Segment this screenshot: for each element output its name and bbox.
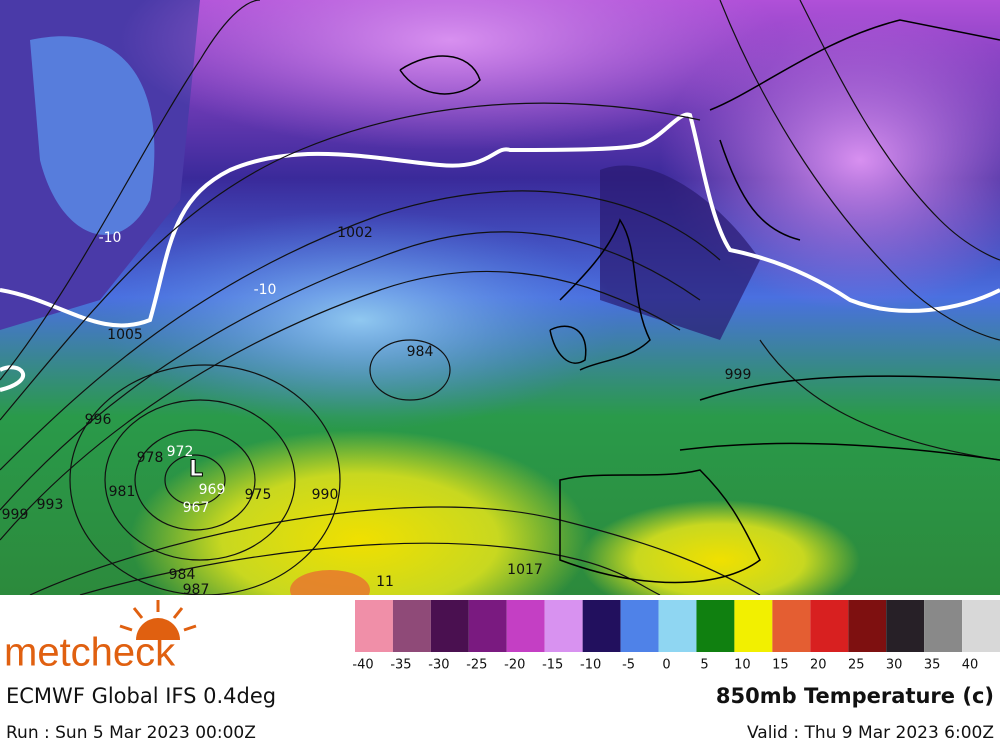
- colorbar-swatch: [886, 600, 925, 652]
- valid-time: Valid : Thu 9 Mar 2023 6:00Z: [747, 723, 994, 743]
- field-name: 850mb Temperature (c): [716, 684, 994, 708]
- contour-label: 975: [245, 487, 272, 503]
- contour-label: -10: [99, 230, 122, 246]
- contour-label: 996: [85, 412, 112, 428]
- colorbar-tick-label: 25: [848, 658, 865, 673]
- colorbar-swatch: [355, 600, 393, 652]
- colorbar-swatch: [924, 600, 963, 652]
- map-area: [0, 0, 1000, 595]
- colorbar-tick-label: -5: [622, 658, 635, 673]
- colorbar-swatch: [734, 600, 773, 652]
- colorbar-swatch: [962, 600, 1000, 652]
- colorbar-tick-label: -10: [580, 658, 601, 673]
- coastlines: [399, 19, 1000, 584]
- run-time: Run : Sun 5 Mar 2023 00:00Z: [6, 723, 256, 743]
- colorbar-tick-label: 5: [700, 658, 708, 673]
- colorbar-tick-label: -15: [542, 658, 563, 673]
- colorbar-tick-label: -35: [390, 658, 411, 673]
- contour-label: 1017: [507, 562, 543, 578]
- colorbar-tick-label: 0: [662, 658, 670, 673]
- colorbar-swatch: [810, 600, 849, 652]
- isotherm-line: [0, 365, 26, 392]
- colorbar-tick-label: -25: [466, 658, 487, 673]
- contour-label: 999: [2, 507, 29, 523]
- contour-label: 967: [183, 500, 210, 516]
- isobars: [0, 0, 1000, 595]
- greenland-shading: [30, 36, 155, 235]
- logo: metcheck: [4, 600, 197, 675]
- warm-region: [580, 500, 860, 595]
- contour-label: 978: [137, 450, 164, 466]
- colorbar-tick-label: 40: [962, 658, 979, 673]
- colorbar-swatch: [430, 600, 469, 652]
- cold-region: [120, 0, 780, 150]
- contour-label: 981: [109, 484, 136, 500]
- colorbar-swatch: [696, 600, 735, 652]
- colorbar-swatch: [468, 600, 507, 652]
- colorbar-swatch: [582, 600, 621, 652]
- colorbar-tick-label: -20: [504, 658, 525, 673]
- colorbar-swatch: [392, 600, 431, 652]
- logo-sun: [119, 600, 197, 632]
- contour-label: 1002: [337, 225, 373, 241]
- colorbar-swatch: [658, 600, 697, 652]
- contour-labels: 1002 -10 -10 1005 996 999 993 981 978 972 969 967 97…: [2, 225, 752, 598]
- mild-region: [100, 210, 620, 430]
- contour-label: 990: [312, 487, 339, 503]
- colorbar-tick-label: 35: [924, 658, 941, 673]
- colorbar-swatch: [620, 600, 659, 652]
- contour-label: 987: [183, 582, 210, 598]
- model-name: ECMWF Global IFS 0.4deg: [6, 684, 276, 708]
- colorbar-tick-label: -30: [428, 658, 449, 673]
- warm-region: [130, 430, 590, 595]
- contour-label: -10: [254, 282, 277, 298]
- contour-label: 11: [376, 574, 394, 590]
- colorbar-tick-label: 30: [886, 658, 903, 673]
- contour-label: 972: [167, 444, 194, 460]
- isotherm-line: [0, 112, 1000, 328]
- colorbar-swatch: [848, 600, 887, 652]
- contour-label: 993: [37, 497, 64, 513]
- cold-region: [660, 10, 1000, 310]
- colorbar-swatch: [506, 600, 545, 652]
- colorbar-tick-label: -40: [352, 658, 373, 673]
- colorbar-swatch: [772, 600, 811, 652]
- colorbar-tick-label: 10: [734, 658, 751, 673]
- colorbar-tick-label: 20: [810, 658, 827, 673]
- colorbar: -40 -35 -30 -25 -20 -15 -10 -5 0 5 10 15 20 25 30 35 40: [352, 600, 1000, 673]
- contour-label: 969: [199, 482, 226, 498]
- logo-sun-disc: [136, 618, 180, 640]
- low-pressure-marker: L: [189, 457, 203, 482]
- contour-label: 984: [169, 567, 196, 583]
- colorbar-tick-label: 15: [772, 658, 789, 673]
- hot-spot: [290, 570, 370, 595]
- contour-label: 1005: [107, 327, 143, 343]
- contour-label: 984: [407, 344, 434, 360]
- cold-region: [600, 165, 760, 340]
- colorbar-swatch: [544, 600, 583, 652]
- logo-text: metcheck: [4, 631, 176, 675]
- contour-label: 999: [725, 367, 752, 383]
